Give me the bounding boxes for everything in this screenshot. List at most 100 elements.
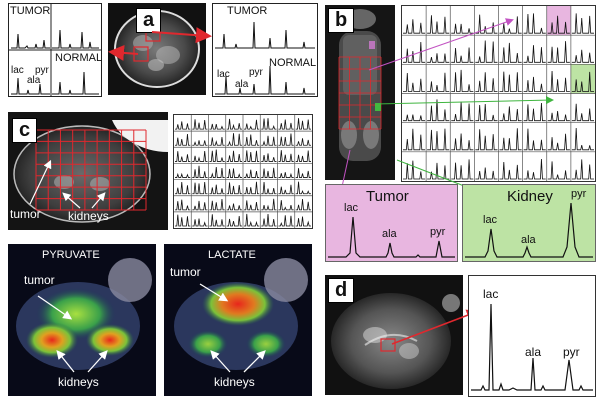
panel-b-grid-cell-spectrum bbox=[547, 161, 570, 180]
panel-b-grid-cell-spectrum bbox=[403, 72, 426, 92]
panel-b-grid-cell-spectrum bbox=[523, 103, 546, 122]
panel-b-grid-cell-spectrum bbox=[427, 15, 450, 34]
panel-c-grid-cell-spectrum bbox=[244, 119, 260, 130]
panel-c-grid-cell-spectrum bbox=[295, 216, 311, 227]
panel-c-grid-cell-spectrum bbox=[209, 198, 225, 211]
panel-c-grid-cell-spectrum bbox=[295, 198, 311, 211]
panel-c-pyruvate-tumor-label: tumor bbox=[24, 273, 55, 287]
panel-c-grid-cell-spectrum bbox=[278, 119, 294, 130]
panel-a-left-spectra-plot bbox=[9, 4, 101, 96]
panel-c-grid-cell-spectrum bbox=[226, 150, 242, 162]
panel-c-grid-cell-spectrum bbox=[192, 181, 208, 195]
panel-a-left-pyr-label: pyr bbox=[35, 65, 49, 76]
panel-a-arrows bbox=[108, 27, 212, 61]
panel-a-left-ala-label: ala bbox=[27, 75, 41, 86]
panel-b-grid-cell-spectrum bbox=[547, 133, 570, 151]
panel-d-lac-label: lac bbox=[483, 287, 499, 301]
panel-b-grid-cell-spectrum bbox=[547, 71, 570, 92]
panel-c-grid-cell-spectrum bbox=[226, 133, 242, 146]
panel-c-grid-cell-spectrum bbox=[278, 133, 294, 146]
panel-b-grid-cell-spectrum bbox=[403, 41, 426, 63]
panel-c-grid-cell-spectrum bbox=[244, 213, 260, 227]
panel-c-spectral-grid bbox=[173, 114, 313, 229]
panel-b-grid-cell-spectrum bbox=[499, 42, 522, 63]
panel-c-grid-cell-spectrum bbox=[226, 182, 242, 195]
panel-d-arrow bbox=[391, 309, 479, 345]
panel-c-grid-cell-spectrum bbox=[295, 168, 311, 178]
panel-b-tumor-title: Tumor bbox=[366, 188, 409, 205]
panel-c-grid-cell-spectrum bbox=[175, 134, 191, 146]
panel-b-grid-cell-spectrum bbox=[499, 71, 522, 92]
panel-b-grid-cell-spectrum bbox=[427, 53, 450, 63]
panel-a-left-normal-label: NORMAL bbox=[55, 52, 103, 64]
panel-c-grid-cell-spectrum bbox=[244, 200, 260, 211]
panel-c-grid-cell-spectrum bbox=[209, 123, 225, 130]
panel-c-grid-cell-spectrum bbox=[278, 184, 294, 195]
panel-b-grid-highlight-cell bbox=[570, 64, 595, 94]
panel-b-grid-cell-spectrum bbox=[571, 71, 594, 92]
panel-d-pyr-label: pyr bbox=[563, 345, 580, 359]
panel-b-grid-cell-spectrum bbox=[451, 69, 474, 92]
panel-c-grid-cell-spectrum bbox=[175, 172, 191, 178]
panel-c-grid-cell-spectrum bbox=[295, 181, 311, 195]
panel-b-grid-cell-spectrum bbox=[571, 159, 594, 180]
panel-b-kidney-spectrum: Kidney lac ala pyr bbox=[462, 184, 596, 262]
panel-c-grid-cell-spectrum bbox=[175, 199, 191, 211]
panel-b-grid-cell-spectrum bbox=[403, 114, 426, 122]
panel-b: b Tumor lac ala pyr Kidney lac ala pyr bbox=[322, 0, 601, 264]
panel-c-grid-cell-spectrum bbox=[209, 214, 225, 227]
panel-a-right-spectra: TUMOR NORMAL lac ala pyr bbox=[212, 3, 318, 97]
panel-c-grid-cell-spectrum bbox=[192, 119, 208, 130]
panel-d-label: d bbox=[328, 278, 355, 303]
panel-c-grid-cell-spectrum bbox=[261, 118, 277, 130]
panel-a-right-lac-label: lac bbox=[217, 69, 230, 80]
panel-b-tumor-ala-label: ala bbox=[382, 228, 397, 240]
panel-c-lactate-title: LACTATE bbox=[208, 249, 256, 261]
panel-c-grid-cell-spectrum bbox=[295, 150, 311, 162]
panel-b-grid-cell-spectrum bbox=[451, 133, 474, 151]
panel-b-tumor-lac-label: lac bbox=[344, 202, 359, 214]
panel-c-grid-cell-spectrum bbox=[226, 203, 242, 211]
panel-c-grid-cell-spectrum bbox=[192, 140, 208, 146]
panel-c-lactate-kidneys-label: kidneys bbox=[214, 375, 255, 389]
panel-c-pyruvate-kidneys-label: kidneys bbox=[58, 375, 99, 389]
panel-b-grid-cell-spectrum bbox=[451, 159, 474, 180]
panel-c-grid-cell-spectrum bbox=[295, 118, 311, 130]
panel-b-grid-cell-spectrum bbox=[571, 103, 594, 122]
panel-b-grid-cell-spectrum bbox=[475, 167, 498, 180]
panel-b-grid-cell-spectrum bbox=[475, 129, 498, 151]
panel-b-mri-image bbox=[325, 5, 395, 180]
panel-d-ala-label: ala bbox=[525, 345, 542, 359]
panel-b-kidney-pyr-label: pyr bbox=[571, 188, 587, 200]
panel-c-grid-cell-spectrum bbox=[261, 213, 277, 227]
panel-a-right-tumor-label: TUMOR bbox=[227, 5, 268, 17]
panel-c-grid-cell-spectrum bbox=[175, 182, 191, 195]
panel-c-grid-cell-spectrum bbox=[175, 121, 191, 130]
panel-b-spectral-grid bbox=[401, 5, 596, 182]
panel-a-right-normal-label: NORMAL bbox=[269, 57, 317, 69]
panel-b-grid-cell-spectrum bbox=[547, 41, 570, 63]
panel-b-kidney-ala-label: ala bbox=[521, 234, 536, 246]
panel-c-pyruvate-map: PYRUVATE tumor kidneys bbox=[8, 244, 156, 396]
panel-d: d lac ala pyr bbox=[322, 272, 601, 400]
panel-a-left-spectra: TUMOR NORMAL lac ala pyr bbox=[8, 3, 102, 97]
panel-d-spectrum: lac ala pyr bbox=[468, 275, 596, 397]
panel-c-top-tumor-label: tumor bbox=[10, 207, 41, 221]
panel-b-grid-cell-spectrum bbox=[499, 128, 522, 151]
panel-c-grid-cell-spectrum bbox=[244, 134, 260, 146]
panel-b-kidney-lac-label: lac bbox=[483, 214, 498, 226]
panel-c-grid-cell-spectrum bbox=[244, 169, 260, 178]
panel-c-grid-cell-spectrum bbox=[261, 135, 277, 146]
panel-b-grid-cell-spectrum bbox=[427, 72, 450, 92]
panel-b-grid-cell-spectrum bbox=[475, 104, 498, 122]
panel-c-grid-cell-spectrum bbox=[192, 165, 208, 178]
panel-a: TUMOR NORMAL lac ala pyr a bbox=[0, 0, 330, 100]
panel-c-grid-cell-spectrum bbox=[192, 218, 208, 227]
panel-b-grid-cell-spectrum bbox=[571, 49, 594, 63]
panel-b-grid-cell-spectrum bbox=[547, 110, 570, 122]
panel-b-grid-cell-spectrum bbox=[523, 13, 546, 34]
panel-c-grid-cell-spectrum bbox=[244, 150, 260, 162]
panel-c-grid-cell-spectrum bbox=[175, 214, 191, 227]
panel-b-grid-cell-spectrum bbox=[523, 128, 546, 151]
panel-b-grid-cell-spectrum bbox=[403, 19, 426, 34]
